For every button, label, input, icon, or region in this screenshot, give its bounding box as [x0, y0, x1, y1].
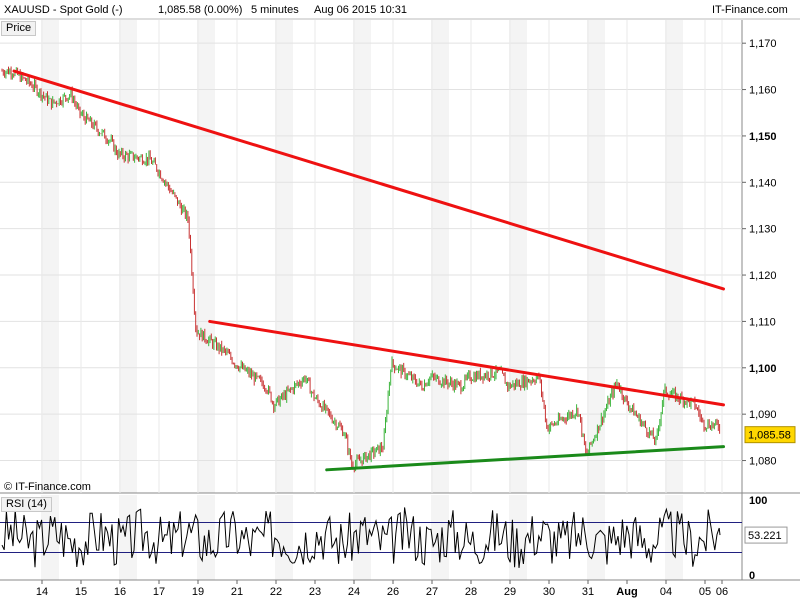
price-tick-label: 1,170 — [749, 38, 777, 50]
time-tick-label: 14 — [36, 586, 48, 598]
time-tick-label: 31 — [582, 586, 594, 598]
day-stripe — [353, 495, 371, 580]
day-stripe — [431, 20, 449, 493]
time-tick-label: 06 — [716, 586, 728, 598]
rsi-panel-label: RSI (14) — [1, 497, 52, 512]
day-stripe — [275, 495, 293, 580]
last-price-header: 1,085.58 (0.00%) — [158, 4, 243, 16]
price-tick-label: 1,100 — [749, 363, 777, 375]
time-tick-label: 05 — [699, 586, 711, 598]
day-stripe — [41, 495, 59, 580]
time-tick-label: 19 — [192, 586, 204, 598]
rsi-tick-label: 100 — [749, 495, 767, 507]
rsi-last-tag-label: 53.221 — [748, 530, 782, 542]
time-tick-label: 26 — [387, 586, 399, 598]
day-stripe — [197, 495, 215, 580]
day-stripe — [431, 495, 449, 580]
time-tick-label: 24 — [348, 586, 360, 598]
time-tick-label: 27 — [426, 586, 438, 598]
time-tick-label: 30 — [543, 586, 555, 598]
resistance-trendline — [12, 69, 725, 291]
brand-label: IT-Finance.com — [712, 4, 788, 16]
price-tick-label: 1,080 — [749, 456, 777, 468]
price-tick-label: 1,120 — [749, 270, 777, 282]
time-tick-label: 29 — [504, 586, 516, 598]
rsi-last-tag — [744, 526, 788, 544]
day-stripe — [119, 495, 137, 580]
price-tick-label: 1,090 — [749, 409, 777, 421]
time-tick-label: Aug — [616, 586, 637, 598]
day-stripe — [197, 20, 215, 493]
price-tick-label: 1,160 — [749, 85, 777, 97]
time-tick-label: 04 — [660, 586, 672, 598]
time-tick-label: 16 — [114, 586, 126, 598]
rsi-line — [1, 507, 721, 568]
day-stripe — [41, 20, 59, 493]
last-price-tag-label: 1,085.58 — [748, 430, 791, 442]
time-tick-label: 28 — [465, 586, 477, 598]
time-tick-label: 17 — [153, 586, 165, 598]
rsi-tick-label: 0 — [749, 570, 755, 582]
price-panel-label: Price — [1, 21, 37, 36]
day-stripe — [119, 20, 137, 493]
symbol-label: XAUUSD - Spot Gold (-) — [4, 4, 123, 16]
watermark: © IT-Finance.com — [4, 481, 91, 493]
interval-label: 5 minutes — [251, 4, 299, 16]
price-tick-label: 1,150 — [749, 131, 777, 143]
day-stripe — [587, 20, 605, 493]
day-stripe — [665, 495, 683, 580]
resistance-trendline — [208, 319, 725, 407]
datetime-label: Aug 06 2015 10:31 — [314, 4, 407, 16]
price-tick-label: 1,140 — [749, 177, 777, 189]
day-stripe — [353, 20, 371, 493]
time-tick-label: 15 — [75, 586, 87, 598]
day-stripe — [665, 20, 683, 493]
price-tick-label: 1,130 — [749, 224, 777, 236]
price-tick-label: 1,110 — [749, 316, 776, 328]
day-stripe — [509, 20, 527, 493]
support-trendline — [325, 445, 725, 472]
day-stripe — [275, 20, 293, 493]
time-tick-label: 23 — [309, 586, 321, 598]
last-price-tag — [744, 426, 796, 444]
time-tick-label: 21 — [231, 586, 243, 598]
time-tick-label: 22 — [270, 586, 282, 598]
